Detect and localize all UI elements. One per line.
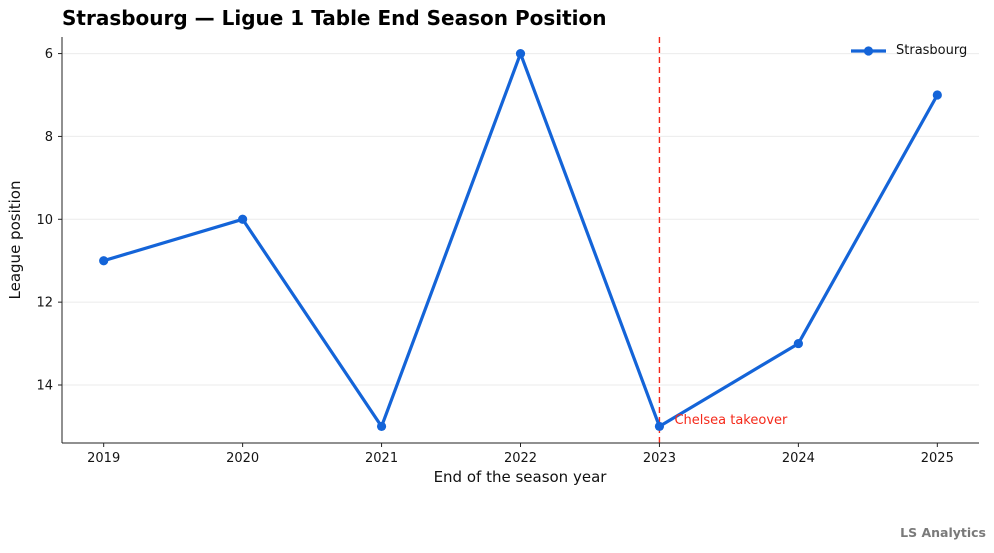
data-point-2024 [793,338,803,349]
watermark-label: LS Analytics [900,525,986,540]
y-tick-label: 12 [36,296,53,311]
series-line-strasbourg [102,51,939,429]
legend-line-marker-icon [851,45,886,56]
data-point-2019 [99,256,109,266]
y-tick-label: 14 [36,379,53,394]
legend-series-label: Strasbourg [896,43,968,58]
chart-title: Strasbourg — Ligue 1 Table End Season Po… [62,6,607,30]
y-axis-label: League position [6,180,24,300]
x-tick-label: 2023 [643,451,676,466]
data-point-2020 [238,214,248,224]
x-tick-label: 2024 [782,451,815,466]
data-point-2022 [515,48,526,59]
x-tick-label: 2021 [365,451,398,466]
x-tick-label: 2019 [87,451,120,466]
data-point-2025 [932,90,942,100]
legend: Strasbourg [850,43,967,58]
y-tick-label: 10 [36,213,53,228]
data-point-2023 [654,421,665,432]
data-point-2021 [376,421,387,432]
x-tick-label: 2022 [504,451,537,466]
x-tick-label: 2020 [226,451,259,466]
x-axis-label: End of the season year [433,468,607,486]
annotation-chelsea-takeover: Chelsea takeover [674,413,788,429]
y-tick-label: 8 [45,130,53,145]
x-tick-label: 2025 [921,451,954,466]
y-tick-label: 6 [45,47,53,62]
